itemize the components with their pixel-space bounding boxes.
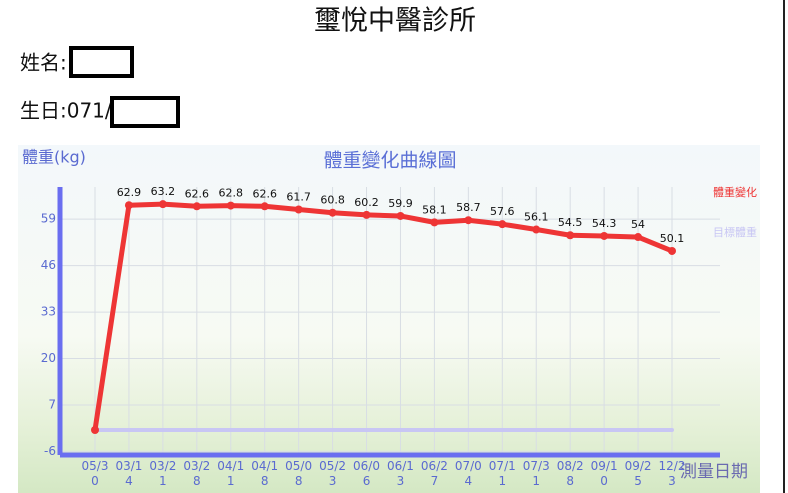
x-tick-label: 08/28 [556, 459, 584, 488]
x-tick-label: 05/08 [285, 459, 313, 488]
data-point [260, 202, 269, 211]
x-tick-label: 06/27 [420, 459, 448, 488]
x-tick-label: 05/23 [319, 459, 347, 488]
x-axis-label: 測量日期 [680, 462, 748, 482]
x-tick-label: 03/14 [115, 459, 143, 488]
x-tick-label: 05/30 [81, 459, 109, 488]
data-label: 57.6 [490, 205, 515, 218]
data-point [226, 201, 235, 210]
x-tick-label: 07/31 [522, 459, 550, 488]
redacted-box [69, 46, 134, 78]
legend-entry: 體重變化 [713, 185, 757, 199]
name-label: 姓名: [20, 51, 67, 75]
x-tick-label: 09/25 [624, 459, 652, 488]
x-tick-label: 06/06 [353, 459, 380, 488]
y-tick-label: 46 [41, 258, 56, 272]
y-tick-label: 7 [48, 397, 56, 411]
data-label: 58.7 [456, 201, 481, 214]
data-point [464, 216, 473, 225]
data-label: 60.8 [320, 194, 345, 207]
x-tick-label: 03/28 [183, 459, 211, 488]
y-tick-label: 20 [41, 351, 56, 365]
birth-label: 生日:071/ [20, 99, 112, 123]
data-point [566, 231, 575, 240]
data-point [396, 211, 405, 220]
data-label: 62.6 [252, 187, 277, 200]
data-point [124, 201, 133, 210]
data-point [294, 205, 303, 214]
data-label: 61.7 [286, 191, 311, 204]
plot: -6 7 20 33 46 59 目標體重 62.9 63.2 62.6 62.8 62.6 61.7 6… [41, 185, 757, 458]
data-label: 54.3 [592, 217, 617, 230]
data-point [668, 246, 676, 255]
data-label: 62.8 [219, 187, 244, 200]
data-label: 59.9 [388, 197, 413, 210]
legend-entry: 目標體重 [713, 225, 757, 239]
data-label: 54 [631, 218, 645, 231]
data-label: 62.6 [185, 187, 210, 200]
x-tick-label: 07/11 [488, 459, 516, 488]
data-point [634, 233, 643, 242]
data-label: 60.2 [354, 196, 379, 209]
data-label: 63.2 [151, 185, 176, 198]
data-label: 62.9 [117, 186, 142, 199]
data-label: 50.1 [660, 232, 685, 245]
data-point [158, 200, 167, 209]
series-line [92, 201, 675, 433]
y-tick-label: 33 [41, 305, 56, 319]
x-tick-label: 07/04 [454, 459, 482, 488]
data-label: 54.5 [558, 216, 583, 229]
y-tick-label: 59 [41, 212, 56, 226]
data-label: 56.1 [524, 211, 549, 224]
x-tick-label: 03/21 [149, 459, 177, 488]
x-tick-label: 12/23 [658, 459, 686, 488]
chart-title: 體重變化曲線圖 [323, 150, 456, 172]
x-tick-label: 04/18 [251, 459, 279, 488]
y-tick-label: -6 [44, 444, 56, 458]
data-point [600, 231, 609, 240]
data-point [91, 425, 99, 434]
data-label: 58.1 [422, 203, 447, 216]
data-point [498, 220, 507, 229]
x-tick-label: 04/11 [217, 459, 245, 488]
data-point [532, 225, 541, 234]
x-tick-label: 09/10 [590, 459, 618, 488]
data-point [192, 202, 201, 211]
redacted-box [110, 96, 180, 128]
data-point [430, 218, 439, 227]
data-point [328, 208, 337, 217]
page-title: 璽悅中醫診所 [314, 6, 476, 37]
x-tick-label: 06/13 [386, 459, 414, 488]
y-axis-label: 體重(kg) [22, 148, 86, 167]
data-point [362, 210, 371, 219]
